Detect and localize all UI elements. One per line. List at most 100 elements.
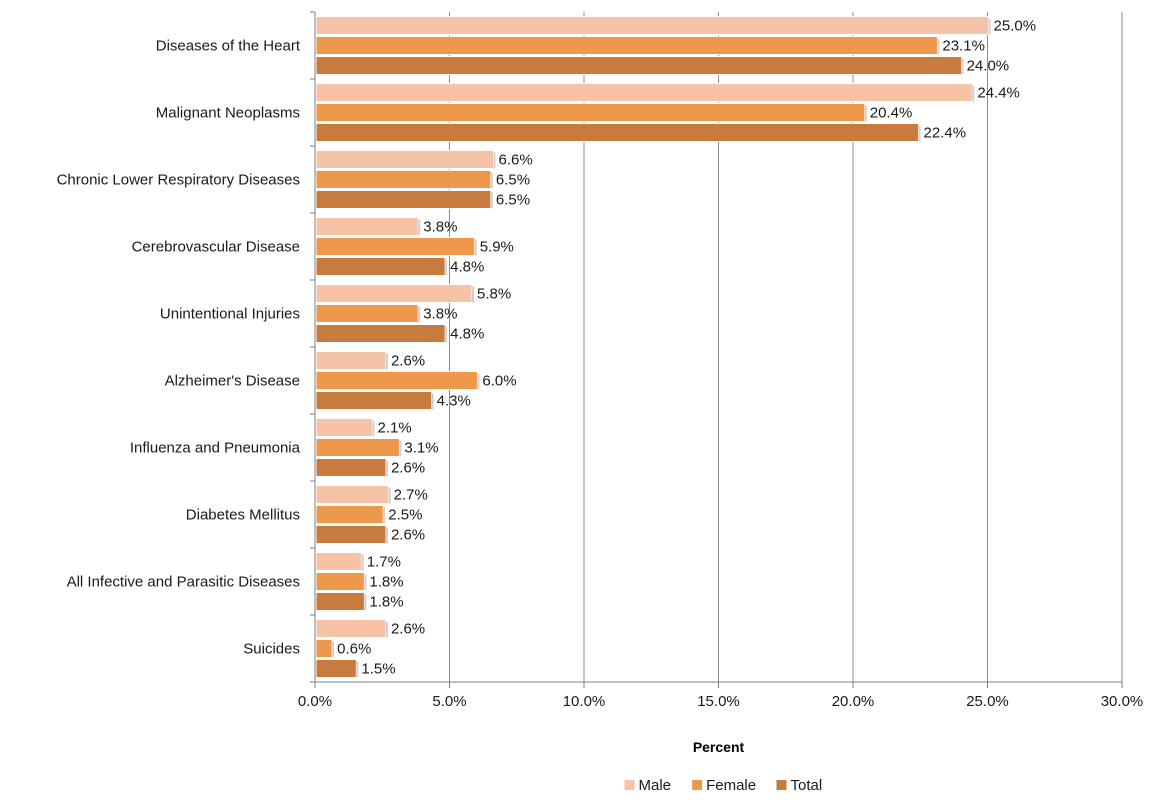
- bar-shadow: [474, 239, 477, 256]
- data-label: 6.5%: [496, 172, 530, 189]
- category-label: Malignant Neoplasms: [156, 105, 300, 122]
- data-label: 5.8%: [477, 286, 511, 303]
- bar-shadow: [961, 58, 964, 75]
- bar-total: [315, 56, 963, 75]
- bar-shadow: [385, 621, 388, 638]
- legend-swatch-male: [624, 780, 635, 790]
- data-label: 24.4%: [977, 85, 1020, 102]
- bar-shadow: [988, 18, 991, 35]
- data-label: 6.6%: [499, 152, 533, 169]
- bar-male: [315, 552, 363, 571]
- data-label: 2.1%: [377, 420, 411, 437]
- bar-male: [315, 418, 373, 437]
- bar-shadow: [372, 420, 375, 437]
- data-label: 3.1%: [404, 440, 438, 457]
- bar-male: [315, 619, 387, 638]
- data-label: 1.8%: [369, 594, 403, 611]
- legend: Male Female Total: [624, 777, 823, 794]
- bar-shadow: [364, 574, 367, 591]
- bar-shadow: [383, 507, 386, 524]
- x-tick-label: 0.0%: [298, 693, 332, 710]
- bar-shadow: [445, 326, 448, 343]
- bar-shadow: [918, 125, 921, 142]
- legend-swatch-total: [776, 780, 787, 790]
- bar-female: [315, 237, 476, 256]
- bar-female: [315, 639, 333, 658]
- bar-female: [315, 505, 384, 524]
- data-label: 6.0%: [482, 373, 516, 390]
- bar-shadow: [364, 594, 367, 611]
- bar-male: [315, 284, 473, 303]
- data-label: 6.5%: [496, 192, 530, 209]
- bar-shadow: [385, 527, 388, 544]
- bar-shadow: [493, 152, 496, 169]
- bar-shadow: [472, 286, 475, 303]
- bar-shadow: [972, 85, 975, 102]
- bar-total: [315, 592, 365, 611]
- bar-shadow: [388, 487, 391, 504]
- bar-total: [315, 123, 920, 142]
- bar-shadow: [477, 373, 480, 390]
- bar-total: [315, 190, 492, 209]
- bar-female: [315, 438, 400, 457]
- data-label: 4.3%: [437, 393, 471, 410]
- bar-shadow: [937, 38, 940, 55]
- bar-male: [315, 83, 973, 102]
- bar-female: [315, 36, 938, 55]
- bar-total: [315, 257, 446, 276]
- data-label: 3.8%: [423, 219, 457, 236]
- legend-label-female: Female: [706, 777, 756, 794]
- x-axis-title: Percent: [693, 739, 745, 755]
- data-label: 23.1%: [942, 38, 985, 55]
- bar-total: [315, 659, 357, 678]
- category-label: Influenza and Pneumonia: [130, 440, 301, 457]
- data-label: 22.4%: [924, 125, 967, 142]
- bar-female: [315, 572, 365, 591]
- x-tick-labels: 0.0% 5.0% 10.0% 15.0% 20.0% 25.0% 30.0%: [298, 693, 1143, 710]
- data-label: 2.7%: [394, 487, 428, 504]
- bar-shadow: [445, 259, 448, 276]
- bar-shadow: [490, 192, 493, 209]
- bar-male: [315, 16, 989, 35]
- data-label: 20.4%: [870, 105, 913, 122]
- bar-shadow: [385, 460, 388, 477]
- bar-female: [315, 371, 478, 390]
- data-label: 24.0%: [967, 58, 1010, 75]
- data-label: 4.8%: [450, 259, 484, 276]
- bar-shadow: [361, 554, 364, 571]
- data-label: 5.9%: [480, 239, 514, 256]
- data-labels: 25.0% 23.1% 24.0% 24.4% 20.4% 22.4% 6.6% 6.5% 6.…: [337, 18, 1036, 678]
- bar-male: [315, 351, 387, 370]
- legend-swatch-female: [692, 780, 703, 790]
- data-label: 2.6%: [391, 353, 425, 370]
- data-label: 1.7%: [367, 554, 401, 571]
- x-tick-label: 25.0%: [966, 693, 1009, 710]
- legend-label-total: Total: [791, 777, 823, 794]
- bar-shadow: [385, 353, 388, 370]
- data-label: 2.6%: [391, 460, 425, 477]
- bar-total: [315, 324, 446, 343]
- legend-label-male: Male: [639, 777, 672, 794]
- bar-female: [315, 304, 419, 323]
- x-tick-label: 5.0%: [432, 693, 466, 710]
- bar-female: [315, 170, 492, 189]
- data-label: 1.8%: [369, 574, 403, 591]
- bar-shadow: [418, 219, 421, 236]
- bar-male: [315, 485, 390, 504]
- category-label: Cerebrovascular Disease: [132, 239, 300, 256]
- bars: [315, 16, 991, 678]
- bar-shadow: [356, 661, 359, 678]
- category-label: All Infective and Parasitic Diseases: [67, 574, 300, 591]
- x-tick-label: 15.0%: [697, 693, 740, 710]
- data-label: 4.8%: [450, 326, 484, 343]
- bar-shadow: [418, 306, 421, 323]
- x-tick-label: 30.0%: [1101, 693, 1144, 710]
- data-label: 0.6%: [337, 641, 371, 658]
- bar-female: [315, 103, 866, 122]
- category-label: Diabetes Mellitus: [186, 507, 300, 524]
- x-tick-label: 10.0%: [563, 693, 606, 710]
- bar-total: [315, 525, 387, 544]
- category-label: Suicides: [243, 641, 300, 658]
- data-label: 25.0%: [994, 18, 1037, 35]
